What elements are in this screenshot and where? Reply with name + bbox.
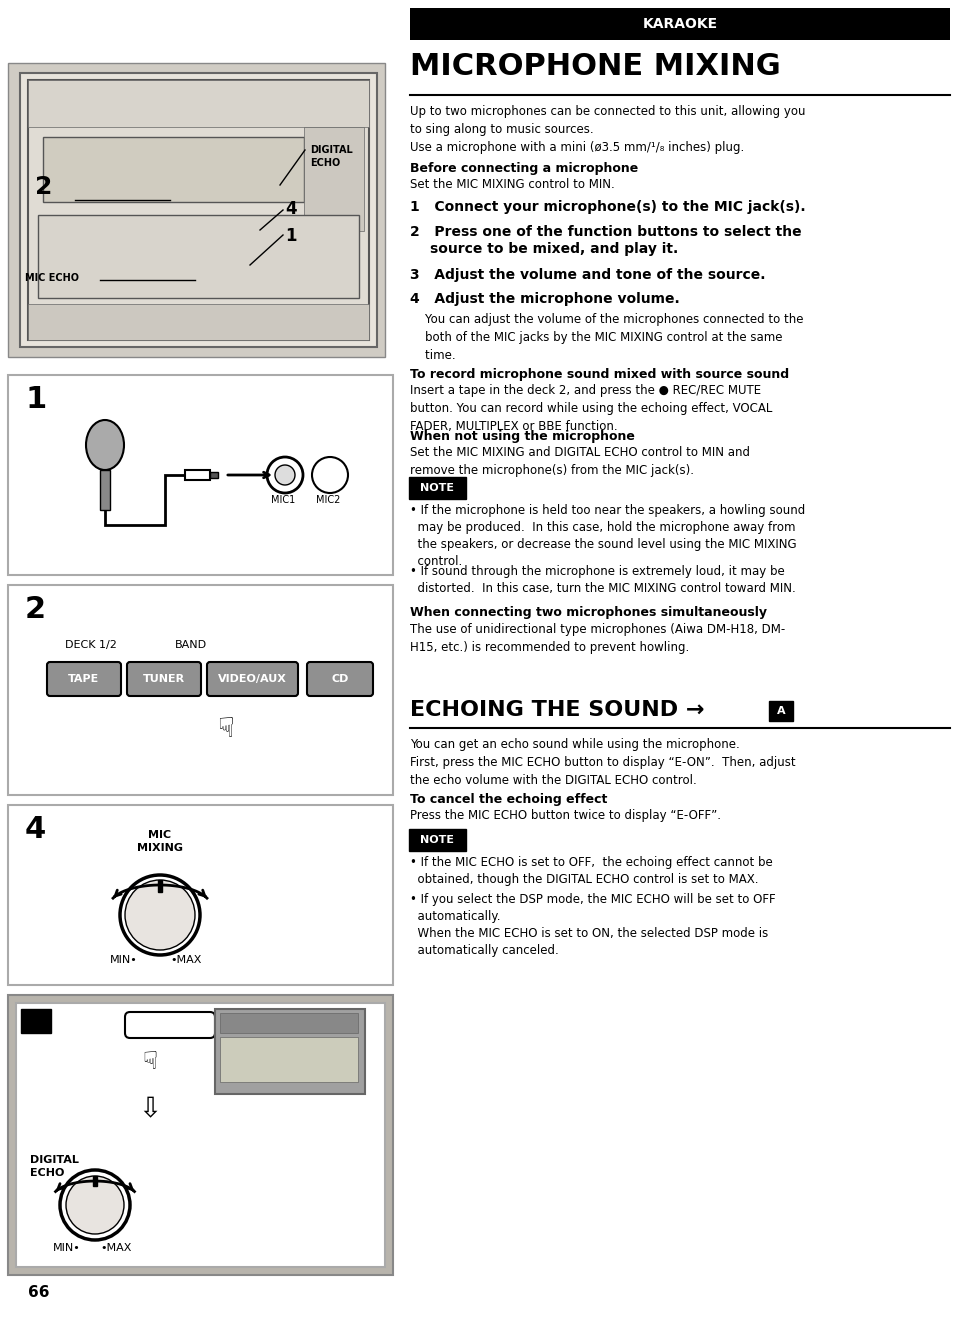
Bar: [220, 1013, 357, 1034]
Text: MIC ECHO: MIC ECHO: [139, 1015, 200, 1025]
Bar: [220, 1038, 357, 1082]
Text: KARAOKE: KARAOKE: [641, 17, 717, 31]
Text: You can get an echo sound while using the microphone.
First, press the MIC ECHO : You can get an echo sound while using th…: [410, 738, 795, 787]
Text: • If you select the DSP mode, the MIC ECHO will be set to OFF
  automatically.
 : • If you select the DSP mode, the MIC EC…: [410, 893, 775, 957]
Bar: [20, 74, 376, 348]
Bar: [410, 8, 949, 40]
Circle shape: [66, 1177, 124, 1234]
Text: source to be mixed, and play it.: source to be mixed, and play it.: [430, 242, 678, 255]
Text: A: A: [31, 1015, 41, 1028]
Circle shape: [60, 1170, 130, 1239]
Text: TAPE: TAPE: [69, 674, 99, 685]
Bar: [28, 80, 369, 127]
Text: When not using the microphone: When not using the microphone: [410, 431, 634, 443]
FancyBboxPatch shape: [307, 662, 373, 697]
Circle shape: [267, 457, 303, 493]
Text: Up to two microphones can be connected to this unit, allowing you
to sing along : Up to two microphones can be connected t…: [410, 106, 804, 154]
Circle shape: [125, 880, 194, 951]
FancyBboxPatch shape: [125, 1012, 214, 1038]
FancyBboxPatch shape: [409, 829, 465, 850]
Text: 1: 1: [25, 385, 46, 414]
Circle shape: [120, 874, 200, 955]
Text: 4 5:2 3: 4 5:2 3: [268, 1013, 302, 1024]
FancyBboxPatch shape: [47, 662, 121, 697]
Text: NOTE: NOTE: [419, 836, 454, 845]
Text: 4: 4: [25, 816, 46, 844]
Text: To record microphone sound mixed with source sound: To record microphone sound mixed with so…: [410, 368, 788, 381]
Bar: [28, 80, 369, 340]
FancyBboxPatch shape: [768, 701, 792, 721]
Text: When connecting two microphones simultaneously: When connecting two microphones simultan…: [410, 606, 766, 619]
FancyBboxPatch shape: [207, 662, 297, 697]
Bar: [210, 472, 218, 479]
Text: DIGITAL
ECHO: DIGITAL ECHO: [30, 1155, 79, 1178]
Bar: [8, 586, 393, 796]
Bar: [28, 303, 369, 340]
Text: A: A: [776, 706, 784, 717]
Text: You can adjust the volume of the microphones connected to the
    both of the MI: You can adjust the volume of the microph…: [410, 313, 802, 362]
Text: • If the microphone is held too near the speakers, a howling sound
  may be prod: • If the microphone is held too near the…: [410, 504, 804, 568]
Text: ☟: ☟: [216, 715, 233, 743]
Text: MIC ECHO: MIC ECHO: [25, 273, 79, 283]
Text: MIN•: MIN•: [53, 1243, 81, 1253]
Bar: [185, 471, 210, 480]
Circle shape: [312, 457, 348, 493]
Text: 4: 4: [285, 201, 296, 218]
Text: CD: CD: [331, 674, 349, 685]
Text: MICROPHONE MIXING: MICROPHONE MIXING: [410, 52, 780, 82]
Text: TUNER: TUNER: [143, 674, 185, 685]
Text: NOTE: NOTE: [419, 483, 454, 493]
Bar: [214, 1009, 365, 1094]
Bar: [8, 805, 393, 985]
Text: • If the MIC ECHO is set to OFF,  the echoing effect cannot be
  obtained, thoug: • If the MIC ECHO is set to OFF, the ech…: [410, 856, 772, 886]
Bar: [100, 471, 110, 509]
Text: MIN•: MIN•: [110, 955, 137, 965]
Bar: [38, 215, 358, 298]
Text: Press the MIC ECHO button twice to display “E-OFF”.: Press the MIC ECHO button twice to displ…: [410, 809, 720, 822]
Text: 1: 1: [285, 227, 296, 245]
Bar: [43, 138, 304, 202]
Text: 3   Adjust the volume and tone of the source.: 3 Adjust the volume and tone of the sour…: [410, 267, 764, 282]
Text: 2: 2: [25, 595, 46, 624]
Text: BAND: BAND: [174, 640, 207, 650]
Bar: [304, 127, 364, 231]
FancyBboxPatch shape: [21, 1009, 51, 1034]
Text: ☟: ☟: [142, 1050, 157, 1074]
Text: MIC2: MIC2: [315, 495, 340, 505]
Text: MIC
MIXING: MIC MIXING: [137, 830, 183, 853]
Text: MIC1: MIC1: [271, 495, 294, 505]
Text: 4   Adjust the microphone volume.: 4 Adjust the microphone volume.: [410, 291, 679, 306]
Text: The use of unidirectional type microphones (Aiwa DM-H18, DM-
H15, etc.) is recom: The use of unidirectional type microphon…: [410, 623, 784, 654]
Text: To cancel the echoing effect: To cancel the echoing effect: [410, 793, 607, 806]
Ellipse shape: [86, 420, 124, 471]
Text: 2: 2: [35, 175, 52, 199]
Text: DIGITAL
ECHO: DIGITAL ECHO: [310, 144, 353, 168]
Circle shape: [274, 465, 294, 485]
Text: VIDEO/AUX: VIDEO/AUX: [217, 674, 286, 685]
Bar: [8, 995, 393, 1275]
FancyBboxPatch shape: [409, 477, 465, 499]
Bar: [0, 55, 393, 1282]
Text: E - ON: E - ON: [251, 1050, 318, 1068]
Text: • If sound through the microphone is extremely loud, it may be
  distorted.  In : • If sound through the microphone is ext…: [410, 566, 795, 595]
Text: •MAX: •MAX: [170, 955, 201, 965]
Bar: [8, 374, 393, 575]
Text: ⇩: ⇩: [138, 1095, 161, 1123]
FancyBboxPatch shape: [127, 662, 201, 697]
Bar: [16, 1003, 385, 1267]
Text: Set the MIC MIXING control to MIN.: Set the MIC MIXING control to MIN.: [410, 178, 614, 191]
Bar: [0, 0, 393, 55]
Text: 2   Press one of the function buttons to select the: 2 Press one of the function buttons to s…: [410, 225, 801, 239]
Text: Before connecting a microphone: Before connecting a microphone: [410, 162, 638, 175]
Text: Insert a tape in the deck 2, and press the ● REC/REC MUTE
button. You can record: Insert a tape in the deck 2, and press t…: [410, 384, 772, 433]
Text: •MAX: •MAX: [100, 1243, 132, 1253]
Bar: [8, 63, 385, 357]
Text: DECK 1/2: DECK 1/2: [65, 640, 117, 650]
Text: ECHOING THE SOUND →: ECHOING THE SOUND →: [410, 701, 720, 721]
Bar: [158, 880, 162, 892]
Text: Set the MIC MIXING and DIGITAL ECHO control to MIN and
remove the microphone(s) : Set the MIC MIXING and DIGITAL ECHO cont…: [410, 447, 749, 477]
Text: 1   Connect your microphone(s) to the MIC jack(s).: 1 Connect your microphone(s) to the MIC …: [410, 201, 804, 214]
Bar: [92, 1177, 97, 1186]
Text: 66: 66: [28, 1285, 50, 1300]
